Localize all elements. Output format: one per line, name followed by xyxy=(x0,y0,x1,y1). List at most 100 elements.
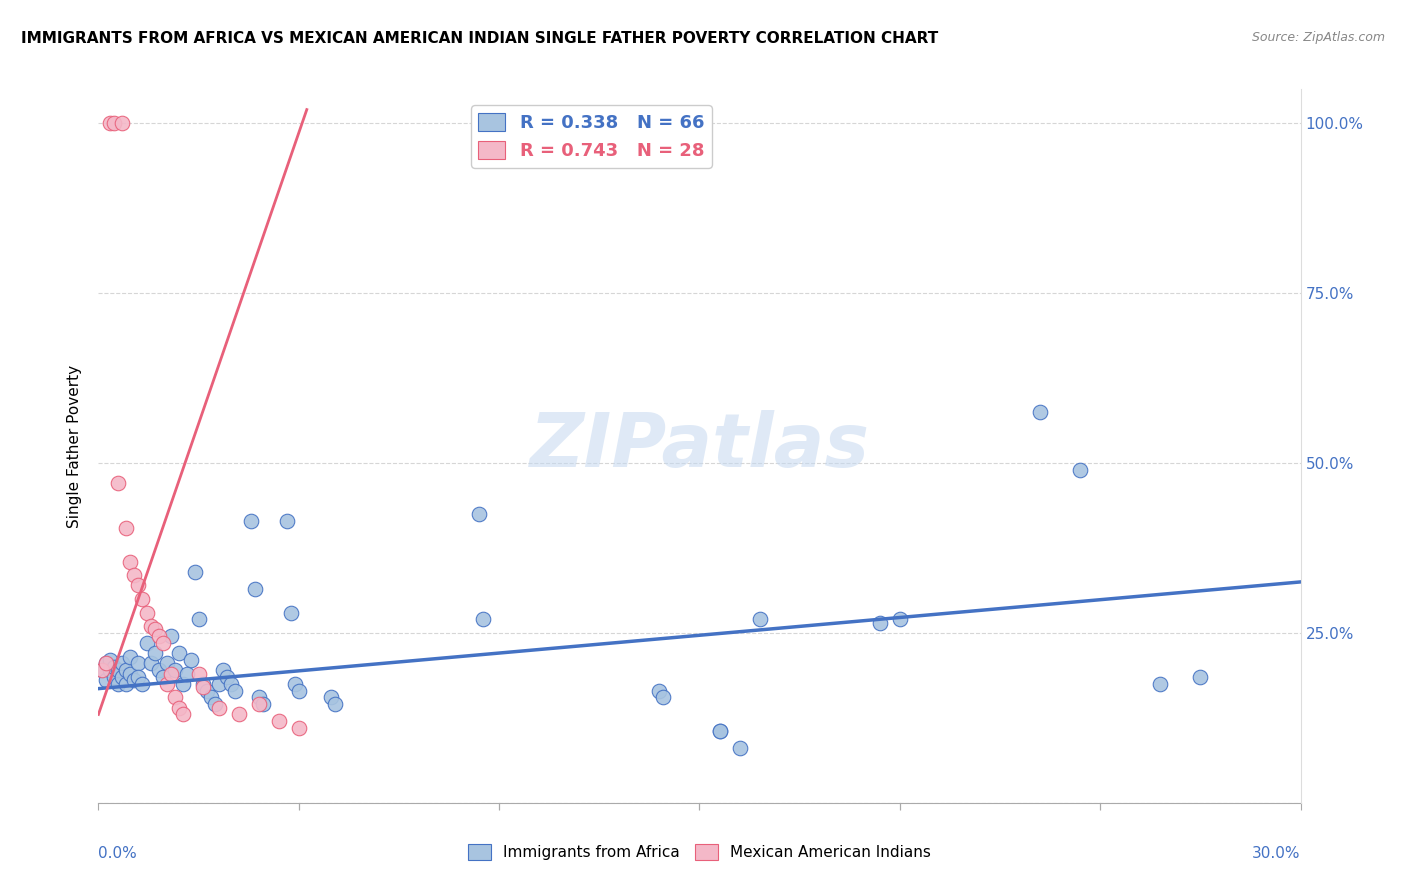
Point xyxy=(159,666,181,681)
Point xyxy=(288,683,311,698)
Point xyxy=(728,741,751,756)
Point xyxy=(247,698,270,712)
Point xyxy=(131,677,153,691)
Point xyxy=(143,623,166,637)
Point xyxy=(100,116,122,130)
Point xyxy=(115,520,138,534)
Point xyxy=(135,636,157,650)
Point xyxy=(115,663,138,677)
Point xyxy=(709,724,731,739)
Point xyxy=(107,677,129,691)
Y-axis label: Single Father Poverty: Single Father Poverty xyxy=(67,365,83,527)
Point xyxy=(267,714,290,729)
Point xyxy=(172,707,194,722)
Point xyxy=(111,116,134,130)
Point xyxy=(100,663,122,677)
Point xyxy=(1029,405,1052,419)
Point xyxy=(120,649,142,664)
Point xyxy=(167,700,190,714)
Point xyxy=(159,629,181,643)
Point xyxy=(124,673,146,688)
Point xyxy=(155,657,177,671)
Point xyxy=(1189,670,1212,684)
Point xyxy=(219,677,242,691)
Point xyxy=(200,690,222,705)
Point xyxy=(128,670,150,684)
Point xyxy=(284,677,307,691)
Point xyxy=(1149,677,1171,691)
Point xyxy=(111,657,134,671)
Point xyxy=(143,646,166,660)
Point xyxy=(172,677,194,691)
Point xyxy=(239,514,262,528)
Point xyxy=(107,663,129,677)
Point xyxy=(155,677,177,691)
Point xyxy=(204,698,226,712)
Text: Source: ZipAtlas.com: Source: ZipAtlas.com xyxy=(1251,31,1385,45)
Point xyxy=(288,721,311,735)
Point xyxy=(252,698,274,712)
Point xyxy=(96,673,118,688)
Point xyxy=(103,116,125,130)
Point xyxy=(103,670,125,684)
Point xyxy=(135,606,157,620)
Point xyxy=(187,612,209,626)
Point xyxy=(148,663,170,677)
Point xyxy=(748,612,770,626)
Text: 0.0%: 0.0% xyxy=(98,846,138,861)
Point xyxy=(100,653,122,667)
Point xyxy=(869,615,891,630)
Point xyxy=(191,677,214,691)
Text: 30.0%: 30.0% xyxy=(1253,846,1301,861)
Point xyxy=(120,666,142,681)
Point xyxy=(191,680,214,694)
Point xyxy=(120,555,142,569)
Point xyxy=(468,507,491,521)
Point xyxy=(224,683,246,698)
Point xyxy=(131,591,153,606)
Point xyxy=(167,646,190,660)
Point xyxy=(648,683,671,698)
Point xyxy=(1069,463,1091,477)
Point xyxy=(215,670,238,684)
Point xyxy=(652,690,675,705)
Text: ZIPatlas: ZIPatlas xyxy=(530,409,869,483)
Point xyxy=(163,663,186,677)
Point xyxy=(709,724,731,739)
Point xyxy=(163,690,186,705)
Point xyxy=(228,707,250,722)
Point xyxy=(107,476,129,491)
Point xyxy=(111,670,134,684)
Legend: Immigrants from Africa, Mexican American Indians: Immigrants from Africa, Mexican American… xyxy=(461,838,938,866)
Text: IMMIGRANTS FROM AFRICA VS MEXICAN AMERICAN INDIAN SINGLE FATHER POVERTY CORRELAT: IMMIGRANTS FROM AFRICA VS MEXICAN AMERIC… xyxy=(21,31,938,46)
Point xyxy=(208,700,231,714)
Point xyxy=(243,582,266,596)
Point xyxy=(180,653,202,667)
Point xyxy=(183,565,205,579)
Point xyxy=(889,612,911,626)
Point xyxy=(91,663,114,677)
Point xyxy=(211,663,233,677)
Point xyxy=(103,660,125,674)
Point xyxy=(195,683,218,698)
Point xyxy=(128,578,150,592)
Point xyxy=(139,619,162,633)
Point xyxy=(276,514,298,528)
Point xyxy=(472,612,495,626)
Point xyxy=(208,677,231,691)
Point xyxy=(319,690,342,705)
Point xyxy=(152,670,174,684)
Point xyxy=(115,677,138,691)
Point xyxy=(91,663,114,677)
Point xyxy=(323,698,346,712)
Point xyxy=(96,657,118,671)
Point xyxy=(187,666,209,681)
Point xyxy=(176,666,198,681)
Point xyxy=(128,657,150,671)
Point xyxy=(148,629,170,643)
Point xyxy=(96,657,118,671)
Point xyxy=(139,657,162,671)
Point xyxy=(280,606,302,620)
Point xyxy=(124,568,146,582)
Point xyxy=(152,636,174,650)
